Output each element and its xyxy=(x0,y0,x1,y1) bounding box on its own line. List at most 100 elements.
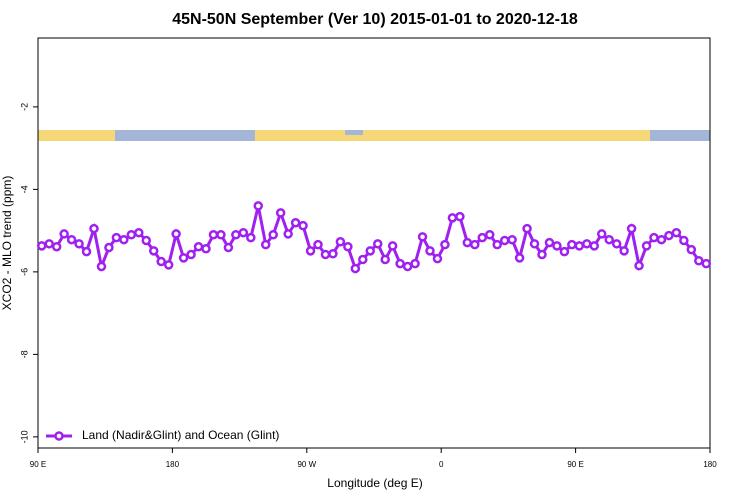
x-tick-label: 90 E xyxy=(567,460,583,469)
data-point xyxy=(51,241,62,252)
data-point xyxy=(619,246,629,256)
data-point xyxy=(432,253,443,264)
data-point xyxy=(328,248,338,259)
data-point xyxy=(455,211,465,222)
data-point xyxy=(626,223,637,234)
data-point xyxy=(582,239,592,249)
data-point xyxy=(656,234,667,245)
data-point xyxy=(447,213,458,223)
data-point xyxy=(499,235,510,246)
data-point xyxy=(74,239,84,249)
data-point xyxy=(81,246,92,257)
x-tick-label: 90 W xyxy=(297,460,316,469)
data-point xyxy=(216,230,226,240)
data-point xyxy=(425,246,435,256)
data-point xyxy=(574,241,585,251)
data-point xyxy=(596,229,607,239)
data-point xyxy=(238,227,249,238)
data-point xyxy=(589,241,600,251)
data-point xyxy=(395,258,405,269)
data-point xyxy=(178,253,189,263)
data-point xyxy=(171,229,181,239)
data-point xyxy=(290,218,301,228)
y-tick-label: -2 xyxy=(19,103,29,111)
data-point xyxy=(141,235,152,246)
x-tick-label: 0 xyxy=(439,460,444,469)
land-ocean-strip xyxy=(38,130,710,141)
data-point xyxy=(477,232,488,243)
data-point xyxy=(694,255,704,266)
data-point xyxy=(320,249,331,260)
data-point xyxy=(260,239,271,250)
data-point xyxy=(148,246,159,256)
data-point xyxy=(186,249,196,260)
data-point xyxy=(417,232,428,242)
data-point xyxy=(313,239,323,250)
y-tick-label: -6 xyxy=(19,268,29,276)
data-point xyxy=(552,241,562,251)
data-point xyxy=(59,229,69,239)
data-point xyxy=(335,237,346,247)
x-tick-label: 90 E xyxy=(30,460,46,469)
data-point xyxy=(664,230,674,241)
data-point xyxy=(305,246,316,256)
data-point xyxy=(283,229,293,239)
data-point xyxy=(529,239,540,249)
data-point xyxy=(44,239,54,249)
data-point xyxy=(671,227,682,238)
data-point xyxy=(380,254,390,265)
data-point xyxy=(268,230,278,240)
data-point xyxy=(372,239,383,249)
data-point xyxy=(193,241,204,252)
data-point xyxy=(470,239,480,250)
data-point xyxy=(298,220,308,231)
data-point xyxy=(686,244,697,255)
data-point xyxy=(522,223,532,234)
data-point xyxy=(253,201,264,211)
data-point xyxy=(641,241,652,251)
data-point xyxy=(163,260,174,270)
data-point xyxy=(514,253,525,263)
data-point xyxy=(134,227,144,238)
data-point xyxy=(89,223,99,234)
data-point xyxy=(567,239,577,250)
data-point xyxy=(119,234,129,245)
data-point xyxy=(246,232,256,243)
data-point xyxy=(223,242,234,253)
data-point xyxy=(604,234,614,245)
data-point xyxy=(634,260,644,271)
data-point xyxy=(104,242,114,253)
data-point xyxy=(462,237,473,248)
data-point xyxy=(111,232,122,243)
data-point xyxy=(343,241,353,252)
data-point xyxy=(611,239,622,249)
x-tick-label: 180 xyxy=(703,460,717,469)
data-point xyxy=(649,232,659,243)
data-point xyxy=(440,239,450,250)
data-point xyxy=(507,234,517,245)
y-tick-label: -8 xyxy=(19,350,29,358)
data-point xyxy=(126,230,137,240)
chart-title: 45N-50N September (Ver 10) 2015-01-01 to… xyxy=(172,11,578,28)
data-point xyxy=(156,256,166,267)
data-point xyxy=(96,261,107,272)
data-point xyxy=(701,258,712,269)
data-point xyxy=(275,208,286,218)
data-point xyxy=(492,239,502,250)
data-point xyxy=(402,261,413,272)
data-point xyxy=(679,235,689,246)
data-point xyxy=(537,249,547,260)
data-point xyxy=(350,263,361,274)
data-point xyxy=(410,258,420,269)
data-point xyxy=(358,254,368,265)
y-tick-label: -10 xyxy=(19,430,29,443)
data-point xyxy=(66,234,77,245)
x-axis-title: Longitude (deg E) xyxy=(327,476,422,490)
data-point xyxy=(559,246,570,257)
data-point xyxy=(201,244,211,254)
data-point xyxy=(231,230,241,240)
data-point xyxy=(365,246,376,256)
data-point xyxy=(484,230,495,240)
y-axis-title: XCO2 - MLO trend (ppm) xyxy=(0,176,14,311)
